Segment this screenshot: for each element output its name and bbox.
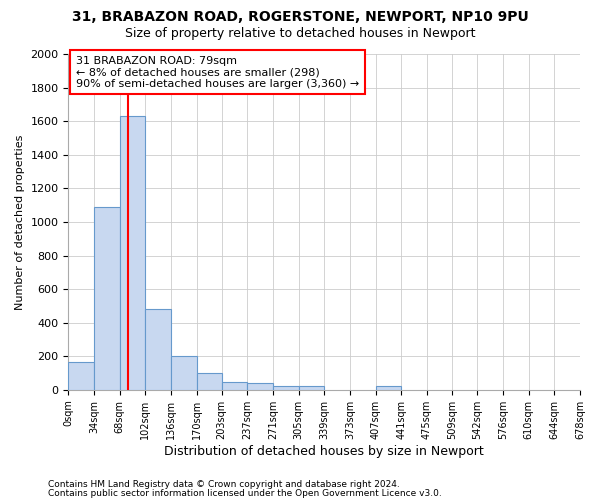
Text: Contains HM Land Registry data © Crown copyright and database right 2024.: Contains HM Land Registry data © Crown c… xyxy=(48,480,400,489)
Bar xyxy=(120,116,145,390)
Bar xyxy=(299,386,324,390)
Bar xyxy=(221,382,247,390)
Bar xyxy=(273,386,299,390)
Bar xyxy=(171,356,197,390)
Bar xyxy=(197,373,221,390)
Bar xyxy=(94,207,120,390)
Y-axis label: Number of detached properties: Number of detached properties xyxy=(15,134,25,310)
Bar xyxy=(376,386,401,390)
Text: 31 BRABAZON ROAD: 79sqm
← 8% of detached houses are smaller (298)
90% of semi-de: 31 BRABAZON ROAD: 79sqm ← 8% of detached… xyxy=(76,56,359,89)
Text: 31, BRABAZON ROAD, ROGERSTONE, NEWPORT, NP10 9PU: 31, BRABAZON ROAD, ROGERSTONE, NEWPORT, … xyxy=(71,10,529,24)
Text: Size of property relative to detached houses in Newport: Size of property relative to detached ho… xyxy=(125,28,475,40)
Bar xyxy=(145,309,171,390)
Bar xyxy=(68,362,94,390)
X-axis label: Distribution of detached houses by size in Newport: Distribution of detached houses by size … xyxy=(164,444,484,458)
Text: Contains public sector information licensed under the Open Government Licence v3: Contains public sector information licen… xyxy=(48,488,442,498)
Bar xyxy=(247,383,273,390)
